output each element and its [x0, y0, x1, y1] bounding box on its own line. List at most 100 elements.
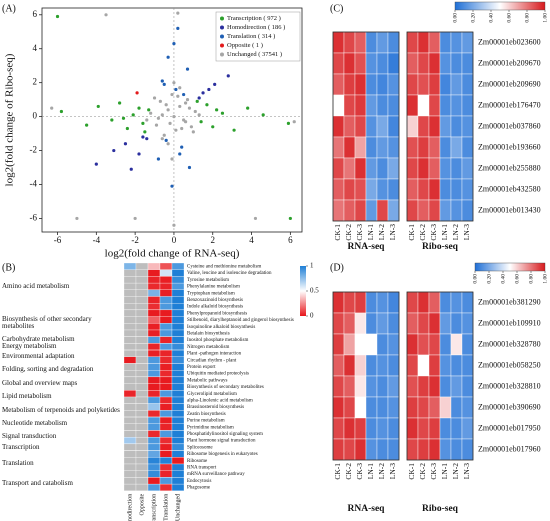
- point: [286, 121, 291, 125]
- heat-cell: [171, 343, 185, 351]
- row-label: Nitrogen metabolism: [187, 345, 229, 350]
- heat-cell: [387, 31, 400, 54]
- heat-cell: [387, 438, 400, 461]
- column-label: CK-3: [429, 463, 438, 480]
- point: [137, 152, 141, 156]
- point: [195, 99, 199, 103]
- column-label: LN-2: [451, 463, 460, 479]
- x-tick-label: 6: [288, 235, 293, 245]
- group-label: Transcription: [2, 442, 40, 451]
- heat-cell: [365, 157, 378, 180]
- heat-cell: [365, 31, 378, 54]
- row-label: RNA transport: [187, 465, 217, 470]
- heat-cell: [147, 276, 161, 284]
- heat-cell: [147, 383, 161, 391]
- heat-cell: [354, 73, 367, 96]
- heat-cell: [147, 463, 161, 471]
- row-label: Phenylpropanoid biosynthesis: [187, 311, 247, 316]
- heat-cell: [406, 312, 419, 335]
- heat-cell: [123, 363, 137, 371]
- group-label: Ribo-seq: [422, 242, 459, 252]
- heat-cell: [159, 349, 173, 357]
- heat-cell: [135, 396, 149, 404]
- heat-cell: [365, 52, 378, 75]
- heat-cell: [450, 52, 463, 75]
- heat-cell: [461, 199, 474, 222]
- row-label: Zm00001eb017960: [478, 444, 541, 453]
- group-label: Nucleotide metabolism: [2, 419, 68, 428]
- heat-cell: [123, 289, 137, 297]
- heat-cell: [159, 443, 173, 451]
- heat-cell: [135, 477, 149, 485]
- heat-cell: [450, 354, 463, 377]
- heat-cell: [428, 417, 441, 440]
- heat-cell: [417, 438, 430, 461]
- heat-cell: [461, 333, 474, 356]
- heat-cell: [450, 199, 463, 222]
- heat-cell: [171, 390, 185, 398]
- heat-cell: [439, 199, 452, 222]
- heat-cell: [376, 417, 389, 440]
- heat-cell: [147, 370, 161, 378]
- heat-cell: [439, 136, 452, 159]
- column-label: CK-1: [407, 463, 416, 480]
- heat-cell: [354, 157, 367, 180]
- point: [176, 94, 180, 98]
- heat-cell: [171, 383, 185, 391]
- heat-cell: [159, 450, 173, 458]
- point: [213, 82, 217, 86]
- point: [183, 120, 188, 124]
- colorbar-tick-label: 0.40: [500, 274, 506, 284]
- heat-cell: [332, 417, 345, 440]
- heat-cell: [147, 316, 161, 324]
- group-label-box: Global and overview maps: [2, 379, 77, 387]
- heat-cell: [450, 94, 463, 117]
- colorbar: [454, 1, 546, 11]
- heat-cell: [159, 403, 173, 411]
- heat-cell: [450, 115, 463, 138]
- column-label: Homodirection: [127, 494, 133, 521]
- heat-cell: [159, 383, 173, 391]
- x-tick-label: -4: [93, 235, 101, 245]
- heat-cell: [135, 450, 149, 458]
- row-label: Pyrimidine metabolism: [187, 425, 234, 430]
- heat-cell: [406, 31, 419, 54]
- heat-cell: [450, 31, 463, 54]
- heat-cell: [365, 417, 378, 440]
- heat-cell: [450, 333, 463, 356]
- heat-cell: [159, 296, 173, 304]
- column-label: LN-1: [366, 463, 375, 479]
- heat-cell: [147, 296, 161, 304]
- point: [149, 111, 153, 115]
- heat-cell: [332, 291, 345, 314]
- heat-cell: [135, 262, 149, 270]
- column-label: CK-3: [429, 224, 438, 241]
- point: [55, 14, 60, 19]
- column-label: Transcription: [151, 494, 157, 521]
- heat-cell: [428, 291, 441, 314]
- group-label-box: Amino acid metabolism: [2, 282, 69, 290]
- heat-cell: [159, 363, 173, 371]
- heat-cell: [147, 396, 161, 404]
- point: [154, 123, 159, 127]
- heat-cell: [147, 416, 161, 424]
- heat-cell: [354, 178, 367, 201]
- heat-cell: [171, 363, 185, 371]
- heat-cell: [123, 356, 137, 364]
- heat-cell: [159, 376, 173, 384]
- x-tick-label: 0: [172, 235, 177, 245]
- heat-cell: [450, 375, 463, 398]
- heat-cell: [135, 336, 149, 344]
- heat-cell: [159, 282, 173, 290]
- column-label: CK-2: [418, 224, 427, 241]
- heat-cell: [439, 312, 452, 335]
- heat-cell: [159, 370, 173, 378]
- row-label: Tryptophan metabolism: [187, 291, 235, 296]
- heat-cell: [365, 291, 378, 314]
- point: [185, 67, 190, 71]
- heat-cell: [147, 483, 161, 491]
- heat-cell: [135, 349, 149, 357]
- point: [183, 101, 188, 105]
- heat-cell: [147, 349, 161, 357]
- legend-marker: [220, 43, 224, 48]
